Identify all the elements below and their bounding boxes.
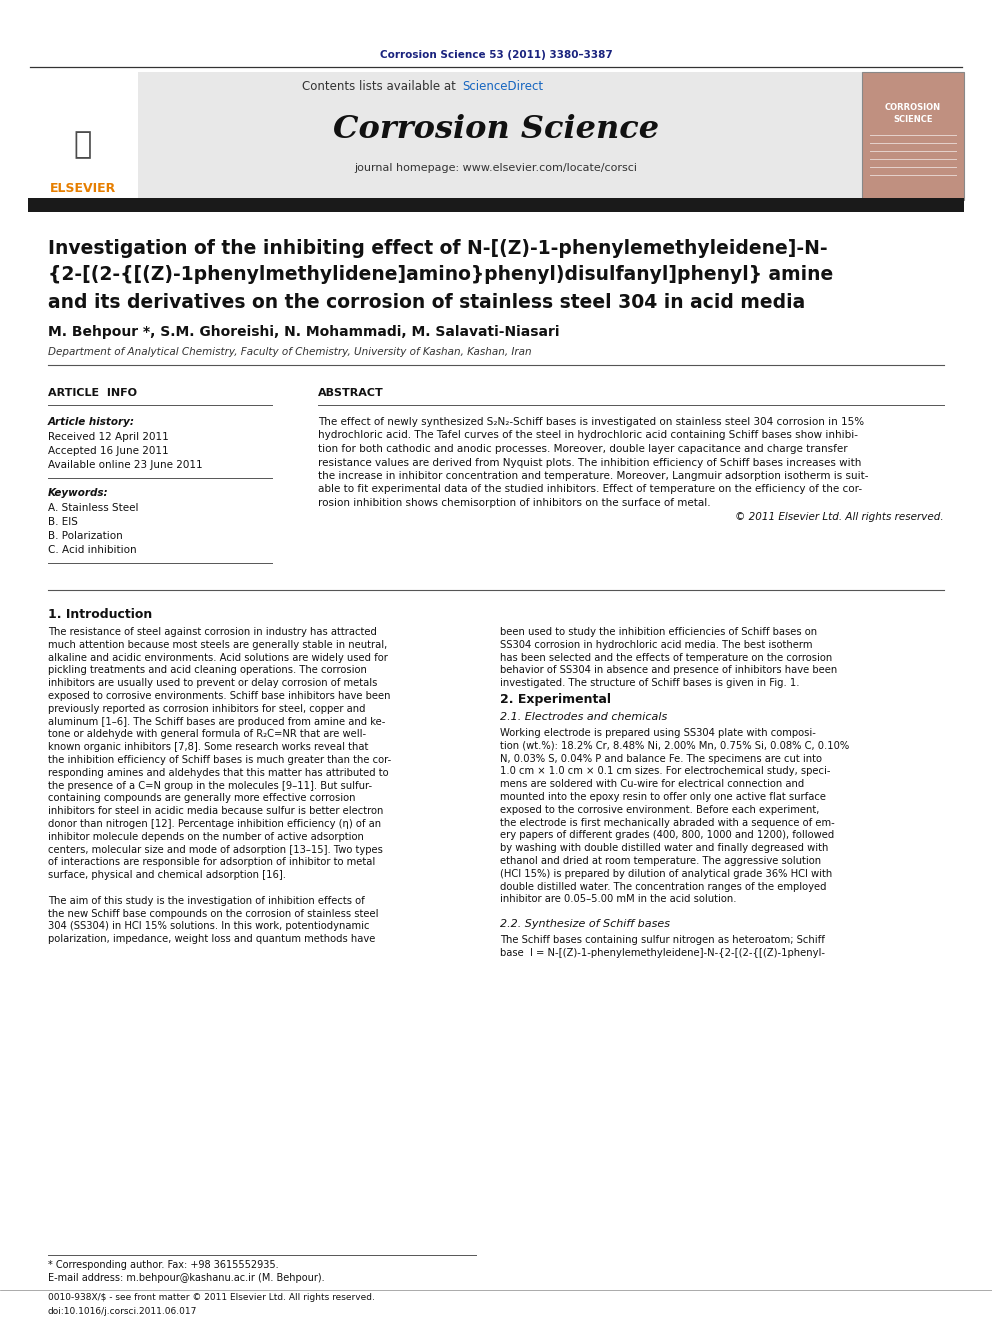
Text: ery papers of different grades (400, 800, 1000 and 1200), followed: ery papers of different grades (400, 800… <box>500 831 834 840</box>
Text: of interactions are responsible for adsorption of inhibitor to metal: of interactions are responsible for adso… <box>48 857 375 868</box>
Text: ScienceDirect: ScienceDirect <box>462 79 544 93</box>
Text: inhibitors are usually used to prevent or delay corrosion of metals: inhibitors are usually used to prevent o… <box>48 679 377 688</box>
Text: behavior of SS304 in absence and presence of inhibitors have been: behavior of SS304 in absence and presenc… <box>500 665 837 676</box>
Text: A. Stainless Steel: A. Stainless Steel <box>48 503 139 513</box>
Text: rosion inhibition shows chemisorption of inhibitors on the surface of metal.: rosion inhibition shows chemisorption of… <box>318 497 710 508</box>
Text: centers, molecular size and mode of adsorption [13–15]. Two types: centers, molecular size and mode of adso… <box>48 844 383 855</box>
Text: exposed to the corrosive environment. Before each experiment,: exposed to the corrosive environment. Be… <box>500 804 819 815</box>
Text: N, 0.03% S, 0.04% P and balance Fe. The specimens are cut into: N, 0.03% S, 0.04% P and balance Fe. The … <box>500 754 822 763</box>
Text: 🌲: 🌲 <box>73 131 92 160</box>
Text: and its derivatives on the corrosion of stainless steel 304 in acid media: and its derivatives on the corrosion of … <box>48 292 806 311</box>
Text: much attention because most steels are generally stable in neutral,: much attention because most steels are g… <box>48 640 387 650</box>
Text: C. Acid inhibition: C. Acid inhibition <box>48 545 137 556</box>
Text: (HCl 15%) is prepared by dilution of analytical grade 36% HCl with: (HCl 15%) is prepared by dilution of ana… <box>500 869 832 878</box>
Text: hydrochloric acid. The Tafel curves of the steel in hydrochloric acid containing: hydrochloric acid. The Tafel curves of t… <box>318 430 858 441</box>
Text: tion for both cathodic and anodic processes. Moreover, double layer capacitance : tion for both cathodic and anodic proces… <box>318 445 847 454</box>
Text: doi:10.1016/j.corsci.2011.06.017: doi:10.1016/j.corsci.2011.06.017 <box>48 1307 197 1315</box>
Text: 0010-938X/$ - see front matter © 2011 Elsevier Ltd. All rights reserved.: 0010-938X/$ - see front matter © 2011 El… <box>48 1294 375 1303</box>
Text: Accepted 16 June 2011: Accepted 16 June 2011 <box>48 446 169 456</box>
Text: The Schiff bases containing sulfur nitrogen as heteroatom; Schiff: The Schiff bases containing sulfur nitro… <box>500 935 825 945</box>
Text: B. EIS: B. EIS <box>48 517 78 527</box>
Text: exposed to corrosive environments. Schiff base inhibitors have been: exposed to corrosive environments. Schif… <box>48 691 391 701</box>
Text: the increase in inhibitor concentration and temperature. Moreover, Langmuir adso: the increase in inhibitor concentration … <box>318 471 869 482</box>
Text: responding amines and aldehydes that this matter has attributed to: responding amines and aldehydes that thi… <box>48 767 389 778</box>
Text: 2.1. Electrodes and chemicals: 2.1. Electrodes and chemicals <box>500 712 668 722</box>
Text: previously reported as corrosion inhibitors for steel, copper and: previously reported as corrosion inhibit… <box>48 704 365 714</box>
Text: CORROSION: CORROSION <box>885 103 941 112</box>
Text: ABSTRACT: ABSTRACT <box>318 388 384 398</box>
Text: has been selected and the effects of temperature on the corrosion: has been selected and the effects of tem… <box>500 652 832 663</box>
Text: the presence of a C=N group in the molecules [9–11]. But sulfur-: the presence of a C=N group in the molec… <box>48 781 372 791</box>
Text: E-mail address: m.behpour@kashanu.ac.ir (M. Behpour).: E-mail address: m.behpour@kashanu.ac.ir … <box>48 1273 324 1283</box>
Text: 1.0 cm × 1.0 cm × 0.1 cm sizes. For electrochemical study, speci-: 1.0 cm × 1.0 cm × 0.1 cm sizes. For elec… <box>500 766 830 777</box>
Text: 1. Introduction: 1. Introduction <box>48 607 152 620</box>
Text: Available online 23 June 2011: Available online 23 June 2011 <box>48 460 202 470</box>
Text: SS304 corrosion in hydrochloric acid media. The best isotherm: SS304 corrosion in hydrochloric acid med… <box>500 640 812 650</box>
FancyBboxPatch shape <box>28 198 964 212</box>
Text: The effect of newly synthesized S₂N₂-Schiff bases is investigated on stainless s: The effect of newly synthesized S₂N₂-Sch… <box>318 417 864 427</box>
Text: Received 12 April 2011: Received 12 April 2011 <box>48 433 169 442</box>
Text: inhibitor molecule depends on the number of active adsorption: inhibitor molecule depends on the number… <box>48 832 364 841</box>
Text: aluminum [1–6]. The Schiff bases are produced from amine and ke-: aluminum [1–6]. The Schiff bases are pro… <box>48 717 385 726</box>
Text: mens are soldered with Cu-wire for electrical connection and: mens are soldered with Cu-wire for elect… <box>500 779 805 790</box>
FancyBboxPatch shape <box>28 71 964 200</box>
Text: SCIENCE: SCIENCE <box>893 115 932 124</box>
Text: Corrosion Science 53 (2011) 3380–3387: Corrosion Science 53 (2011) 3380–3387 <box>380 50 612 60</box>
Text: resistance values are derived from Nyquist plots. The inhibition efficiency of S: resistance values are derived from Nyqui… <box>318 458 861 467</box>
Text: {2-[(2-{[(Z)-1phenylmethylidene]amino}phenyl)disulfanyl]phenyl} amine: {2-[(2-{[(Z)-1phenylmethylidene]amino}ph… <box>48 266 833 284</box>
Text: inhibitors for steel in acidic media because sulfur is better electron: inhibitors for steel in acidic media bec… <box>48 806 383 816</box>
Text: Investigation of the inhibiting effect of N-[(Z)-1-phenylemethyleidene]-N-: Investigation of the inhibiting effect o… <box>48 238 827 258</box>
Text: the inhibition efficiency of Schiff bases is much greater than the cor-: the inhibition efficiency of Schiff base… <box>48 755 391 765</box>
Text: tion (wt.%): 18.2% Cr, 8.48% Ni, 2.00% Mn, 0.75% Si, 0.08% C, 0.10%: tion (wt.%): 18.2% Cr, 8.48% Ni, 2.00% M… <box>500 741 849 750</box>
FancyBboxPatch shape <box>28 71 138 200</box>
Text: Working electrode is prepared using SS304 plate with composi-: Working electrode is prepared using SS30… <box>500 728 815 738</box>
Text: Article history:: Article history: <box>48 417 135 427</box>
Text: © 2011 Elsevier Ltd. All rights reserved.: © 2011 Elsevier Ltd. All rights reserved… <box>735 512 944 521</box>
Text: pickling treatments and acid cleaning operations. The corrosion: pickling treatments and acid cleaning op… <box>48 665 367 676</box>
Text: known organic inhibitors [7,8]. Some research works reveal that: known organic inhibitors [7,8]. Some res… <box>48 742 368 753</box>
Text: journal homepage: www.elsevier.com/locate/corsci: journal homepage: www.elsevier.com/locat… <box>354 163 638 173</box>
Text: containing compounds are generally more effective corrosion: containing compounds are generally more … <box>48 794 355 803</box>
Text: * Corresponding author. Fax: +98 3615552935.: * Corresponding author. Fax: +98 3615552… <box>48 1259 279 1270</box>
Text: inhibitor are 0.05–5.00 mM in the acid solution.: inhibitor are 0.05–5.00 mM in the acid s… <box>500 894 736 905</box>
Text: surface, physical and chemical adsorption [16].: surface, physical and chemical adsorptio… <box>48 871 286 880</box>
Text: Corrosion Science: Corrosion Science <box>333 115 659 146</box>
Text: ARTICLE  INFO: ARTICLE INFO <box>48 388 137 398</box>
Text: tone or aldehyde with general formula of R₂C=NR that are well-: tone or aldehyde with general formula of… <box>48 729 366 740</box>
Text: M. Behpour *, S.M. Ghoreishi, N. Mohammadi, M. Salavati-Niasari: M. Behpour *, S.M. Ghoreishi, N. Mohamma… <box>48 325 559 339</box>
Text: polarization, impedance, weight loss and quantum methods have: polarization, impedance, weight loss and… <box>48 934 375 945</box>
Text: 304 (SS304) in HCl 15% solutions. In this work, potentiodynamic: 304 (SS304) in HCl 15% solutions. In thi… <box>48 921 369 931</box>
Text: Department of Analytical Chemistry, Faculty of Chemistry, University of Kashan, : Department of Analytical Chemistry, Facu… <box>48 347 532 357</box>
Text: investigated. The structure of Schiff bases is given in Fig. 1.: investigated. The structure of Schiff ba… <box>500 679 800 688</box>
Text: The aim of this study is the investigation of inhibition effects of: The aim of this study is the investigati… <box>48 896 365 906</box>
Text: ELSEVIER: ELSEVIER <box>50 181 116 194</box>
Text: Contents lists available at: Contents lists available at <box>303 79 460 93</box>
Text: by washing with double distilled water and finally degreased with: by washing with double distilled water a… <box>500 843 828 853</box>
Text: 2. Experimental: 2. Experimental <box>500 693 611 706</box>
Text: double distilled water. The concentration ranges of the employed: double distilled water. The concentratio… <box>500 881 826 892</box>
Text: alkaline and acidic environments. Acid solutions are widely used for: alkaline and acidic environments. Acid s… <box>48 652 388 663</box>
Text: able to fit experimental data of the studied inhibitors. Effect of temperature o: able to fit experimental data of the stu… <box>318 484 862 495</box>
Text: base  I = N-[(Z)-1-phenylemethyleidene]-N-{2-[(2-{[(Z)-1phenyl-: base I = N-[(Z)-1-phenylemethyleidene]-N… <box>500 947 825 958</box>
Text: Keywords:: Keywords: <box>48 488 109 497</box>
Text: ethanol and dried at room temperature. The aggressive solution: ethanol and dried at room temperature. T… <box>500 856 821 867</box>
Text: B. Polarization: B. Polarization <box>48 531 123 541</box>
Text: the new Schiff base compounds on the corrosion of stainless steel: the new Schiff base compounds on the cor… <box>48 909 379 918</box>
Text: the electrode is first mechanically abraded with a sequence of em-: the electrode is first mechanically abra… <box>500 818 834 828</box>
Text: donor than nitrogen [12]. Percentage inhibition efficiency (η) of an: donor than nitrogen [12]. Percentage inh… <box>48 819 381 830</box>
FancyBboxPatch shape <box>862 71 964 200</box>
Text: mounted into the epoxy resin to offer only one active flat surface: mounted into the epoxy resin to offer on… <box>500 792 826 802</box>
Text: 2.2. Synthesize of Schiff bases: 2.2. Synthesize of Schiff bases <box>500 919 670 929</box>
Text: been used to study the inhibition efficiencies of Schiff bases on: been used to study the inhibition effici… <box>500 627 817 636</box>
Text: The resistance of steel against corrosion in industry has attracted: The resistance of steel against corrosio… <box>48 627 377 636</box>
